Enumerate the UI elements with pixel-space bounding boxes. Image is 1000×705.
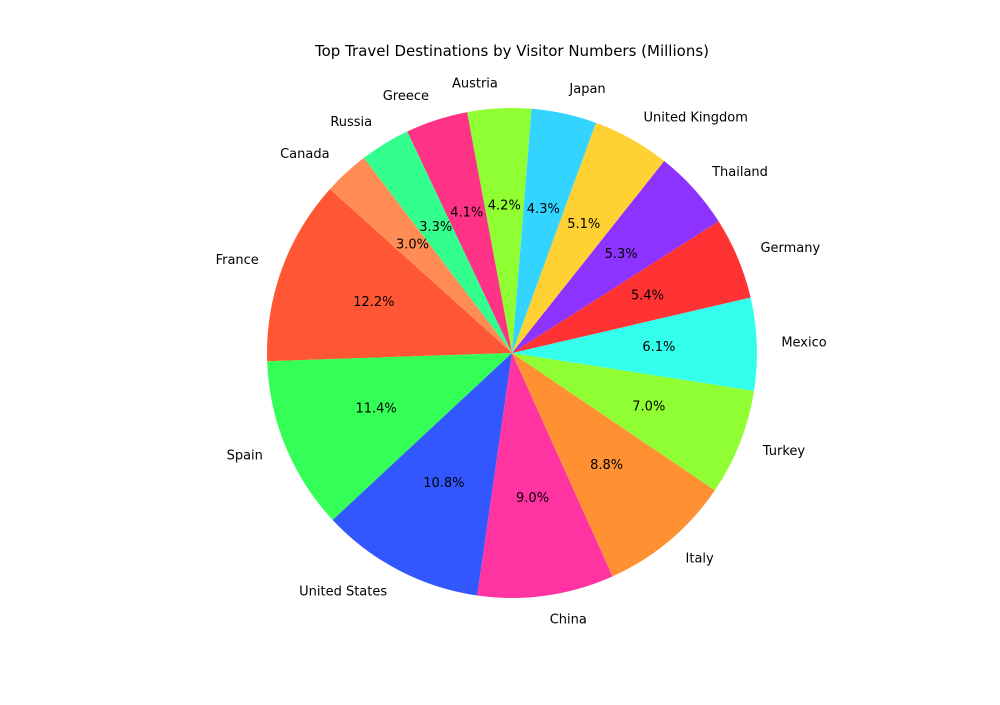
pie-slice-thailand	[512, 160, 719, 353]
slice-label-france: France	[216, 253, 259, 268]
slice-label-russia: Russia	[330, 115, 372, 130]
pie-slice-canada	[329, 157, 512, 353]
labels-layer: France 12.2% Spain 11.4% United States 10.8% C…	[216, 76, 827, 627]
slice-percent-russia: 3.3%	[419, 220, 452, 235]
pie-slice-turkey	[512, 353, 755, 491]
slice-label-thailand: Thailand	[711, 165, 768, 180]
slice-label-austria: Austria	[452, 76, 498, 91]
slice-label-turkey: Turkey	[762, 444, 806, 459]
slice-percent-thailand: 5.3%	[605, 247, 638, 262]
slice-percent-greece: 4.1%	[450, 206, 483, 221]
pie-slice-china	[477, 353, 613, 598]
slices-layer	[267, 108, 757, 598]
pie-slice-france	[267, 189, 512, 362]
pie-slice-italy	[512, 353, 715, 577]
slice-percent-united-states: 10.8%	[423, 476, 464, 491]
chart-title: Top Travel Destinations by Visitor Numbe…	[314, 42, 709, 60]
pie-slice-united-states	[332, 353, 512, 596]
slice-percent-germany: 5.4%	[631, 289, 664, 304]
slice-percent-mexico: 6.1%	[642, 340, 675, 355]
slice-percent-spain: 11.4%	[355, 402, 396, 417]
slice-percent-united-kingdom: 5.1%	[567, 217, 600, 232]
slice-label-greece: Greece	[383, 89, 429, 104]
pie-slice-greece	[407, 112, 512, 353]
slice-percent-italy: 8.8%	[590, 458, 623, 473]
slice-percent-japan: 4.3%	[527, 202, 560, 217]
slice-percent-china: 9.0%	[516, 491, 549, 506]
pie-slice-united-kingdom	[512, 122, 665, 353]
slice-percent-france: 12.2%	[353, 295, 394, 310]
slice-label-china: China	[550, 612, 587, 627]
slice-label-canada: Canada	[280, 147, 329, 162]
slice-label-united-states: United States	[299, 584, 387, 599]
slice-label-italy: Italy	[686, 552, 715, 567]
pie-slice-mexico	[512, 297, 757, 391]
slice-percent-turkey: 7.0%	[632, 399, 665, 414]
pie-slice-germany	[512, 221, 751, 353]
pie-slice-japan	[512, 108, 596, 354]
pie-slice-austria	[467, 108, 532, 353]
slice-label-spain: Spain	[227, 448, 263, 463]
pie-slice-spain	[267, 353, 512, 520]
slice-label-united-kingdom: United Kingdom	[644, 110, 748, 125]
slice-percent-canada: 3.0%	[396, 237, 429, 252]
slice-label-mexico: Mexico	[781, 336, 826, 351]
slice-label-germany: Germany	[760, 241, 820, 256]
pie-slice-russia	[363, 131, 512, 353]
slice-percent-austria: 4.2%	[488, 199, 521, 214]
slice-label-japan: Japan	[568, 82, 605, 97]
